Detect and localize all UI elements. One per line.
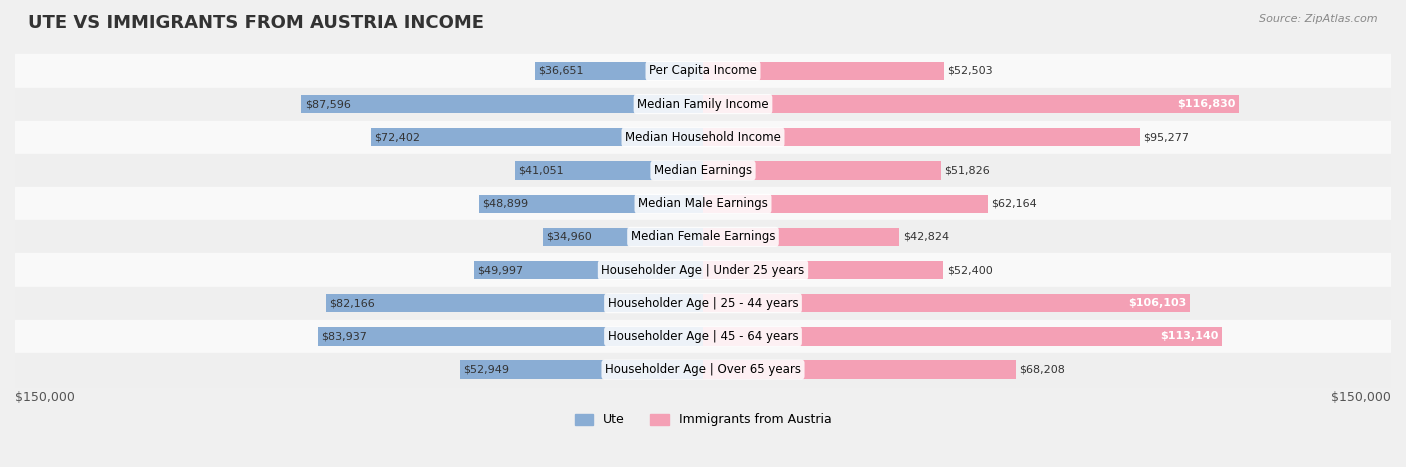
Text: Median Family Income: Median Family Income bbox=[637, 98, 769, 111]
Text: $49,997: $49,997 bbox=[477, 265, 523, 275]
Bar bbox=[534, 62, 703, 80]
Text: $36,651: $36,651 bbox=[538, 66, 583, 76]
Bar bbox=[703, 261, 943, 279]
Bar bbox=[543, 228, 703, 246]
Text: Per Capita Income: Per Capita Income bbox=[650, 64, 756, 78]
Bar bbox=[326, 294, 703, 312]
Bar bbox=[474, 261, 703, 279]
Bar bbox=[15, 254, 1391, 287]
Text: $52,949: $52,949 bbox=[464, 365, 509, 375]
Text: $34,960: $34,960 bbox=[546, 232, 592, 242]
Bar bbox=[318, 327, 703, 346]
Text: $150,000: $150,000 bbox=[1331, 391, 1391, 404]
Bar bbox=[703, 294, 1189, 312]
Text: $95,277: $95,277 bbox=[1143, 132, 1189, 142]
Text: $113,140: $113,140 bbox=[1160, 332, 1219, 341]
Text: Median Male Earnings: Median Male Earnings bbox=[638, 197, 768, 210]
Text: $68,208: $68,208 bbox=[1019, 365, 1066, 375]
Bar bbox=[15, 187, 1391, 220]
Bar bbox=[703, 228, 900, 246]
Bar bbox=[478, 195, 703, 213]
Text: $48,899: $48,899 bbox=[482, 198, 529, 209]
Text: Householder Age | 45 - 64 years: Householder Age | 45 - 64 years bbox=[607, 330, 799, 343]
Text: $87,596: $87,596 bbox=[305, 99, 350, 109]
Text: $42,824: $42,824 bbox=[903, 232, 949, 242]
Bar bbox=[703, 62, 943, 80]
Bar bbox=[515, 162, 703, 180]
Text: $83,937: $83,937 bbox=[322, 332, 367, 341]
Bar bbox=[301, 95, 703, 113]
Bar bbox=[703, 162, 941, 180]
Bar bbox=[15, 353, 1391, 386]
Bar bbox=[15, 287, 1391, 320]
Text: Source: ZipAtlas.com: Source: ZipAtlas.com bbox=[1260, 14, 1378, 24]
Text: UTE VS IMMIGRANTS FROM AUSTRIA INCOME: UTE VS IMMIGRANTS FROM AUSTRIA INCOME bbox=[28, 14, 484, 32]
Text: $41,051: $41,051 bbox=[519, 165, 564, 176]
Text: Median Female Earnings: Median Female Earnings bbox=[631, 230, 775, 243]
Bar bbox=[703, 128, 1140, 147]
Text: Householder Age | Under 25 years: Householder Age | Under 25 years bbox=[602, 263, 804, 276]
Legend: Ute, Immigrants from Austria: Ute, Immigrants from Austria bbox=[569, 409, 837, 432]
Bar bbox=[15, 120, 1391, 154]
Text: $52,503: $52,503 bbox=[948, 66, 993, 76]
Bar bbox=[460, 361, 703, 379]
Bar bbox=[15, 154, 1391, 187]
Bar bbox=[15, 320, 1391, 353]
Bar bbox=[703, 327, 1222, 346]
Text: $150,000: $150,000 bbox=[15, 391, 75, 404]
Text: $116,830: $116,830 bbox=[1177, 99, 1236, 109]
Text: $52,400: $52,400 bbox=[946, 265, 993, 275]
Text: $106,103: $106,103 bbox=[1128, 298, 1187, 308]
Text: $51,826: $51,826 bbox=[945, 165, 990, 176]
Text: Median Household Income: Median Household Income bbox=[626, 131, 780, 144]
Text: $72,402: $72,402 bbox=[374, 132, 420, 142]
Text: Householder Age | Over 65 years: Householder Age | Over 65 years bbox=[605, 363, 801, 376]
Bar bbox=[15, 87, 1391, 120]
Text: Householder Age | 25 - 44 years: Householder Age | 25 - 44 years bbox=[607, 297, 799, 310]
Bar bbox=[703, 95, 1239, 113]
Bar bbox=[15, 54, 1391, 87]
Bar bbox=[371, 128, 703, 147]
Bar bbox=[703, 361, 1017, 379]
Text: $82,166: $82,166 bbox=[329, 298, 375, 308]
Bar bbox=[15, 220, 1391, 254]
Text: Median Earnings: Median Earnings bbox=[654, 164, 752, 177]
Bar bbox=[703, 195, 988, 213]
Text: $62,164: $62,164 bbox=[991, 198, 1038, 209]
